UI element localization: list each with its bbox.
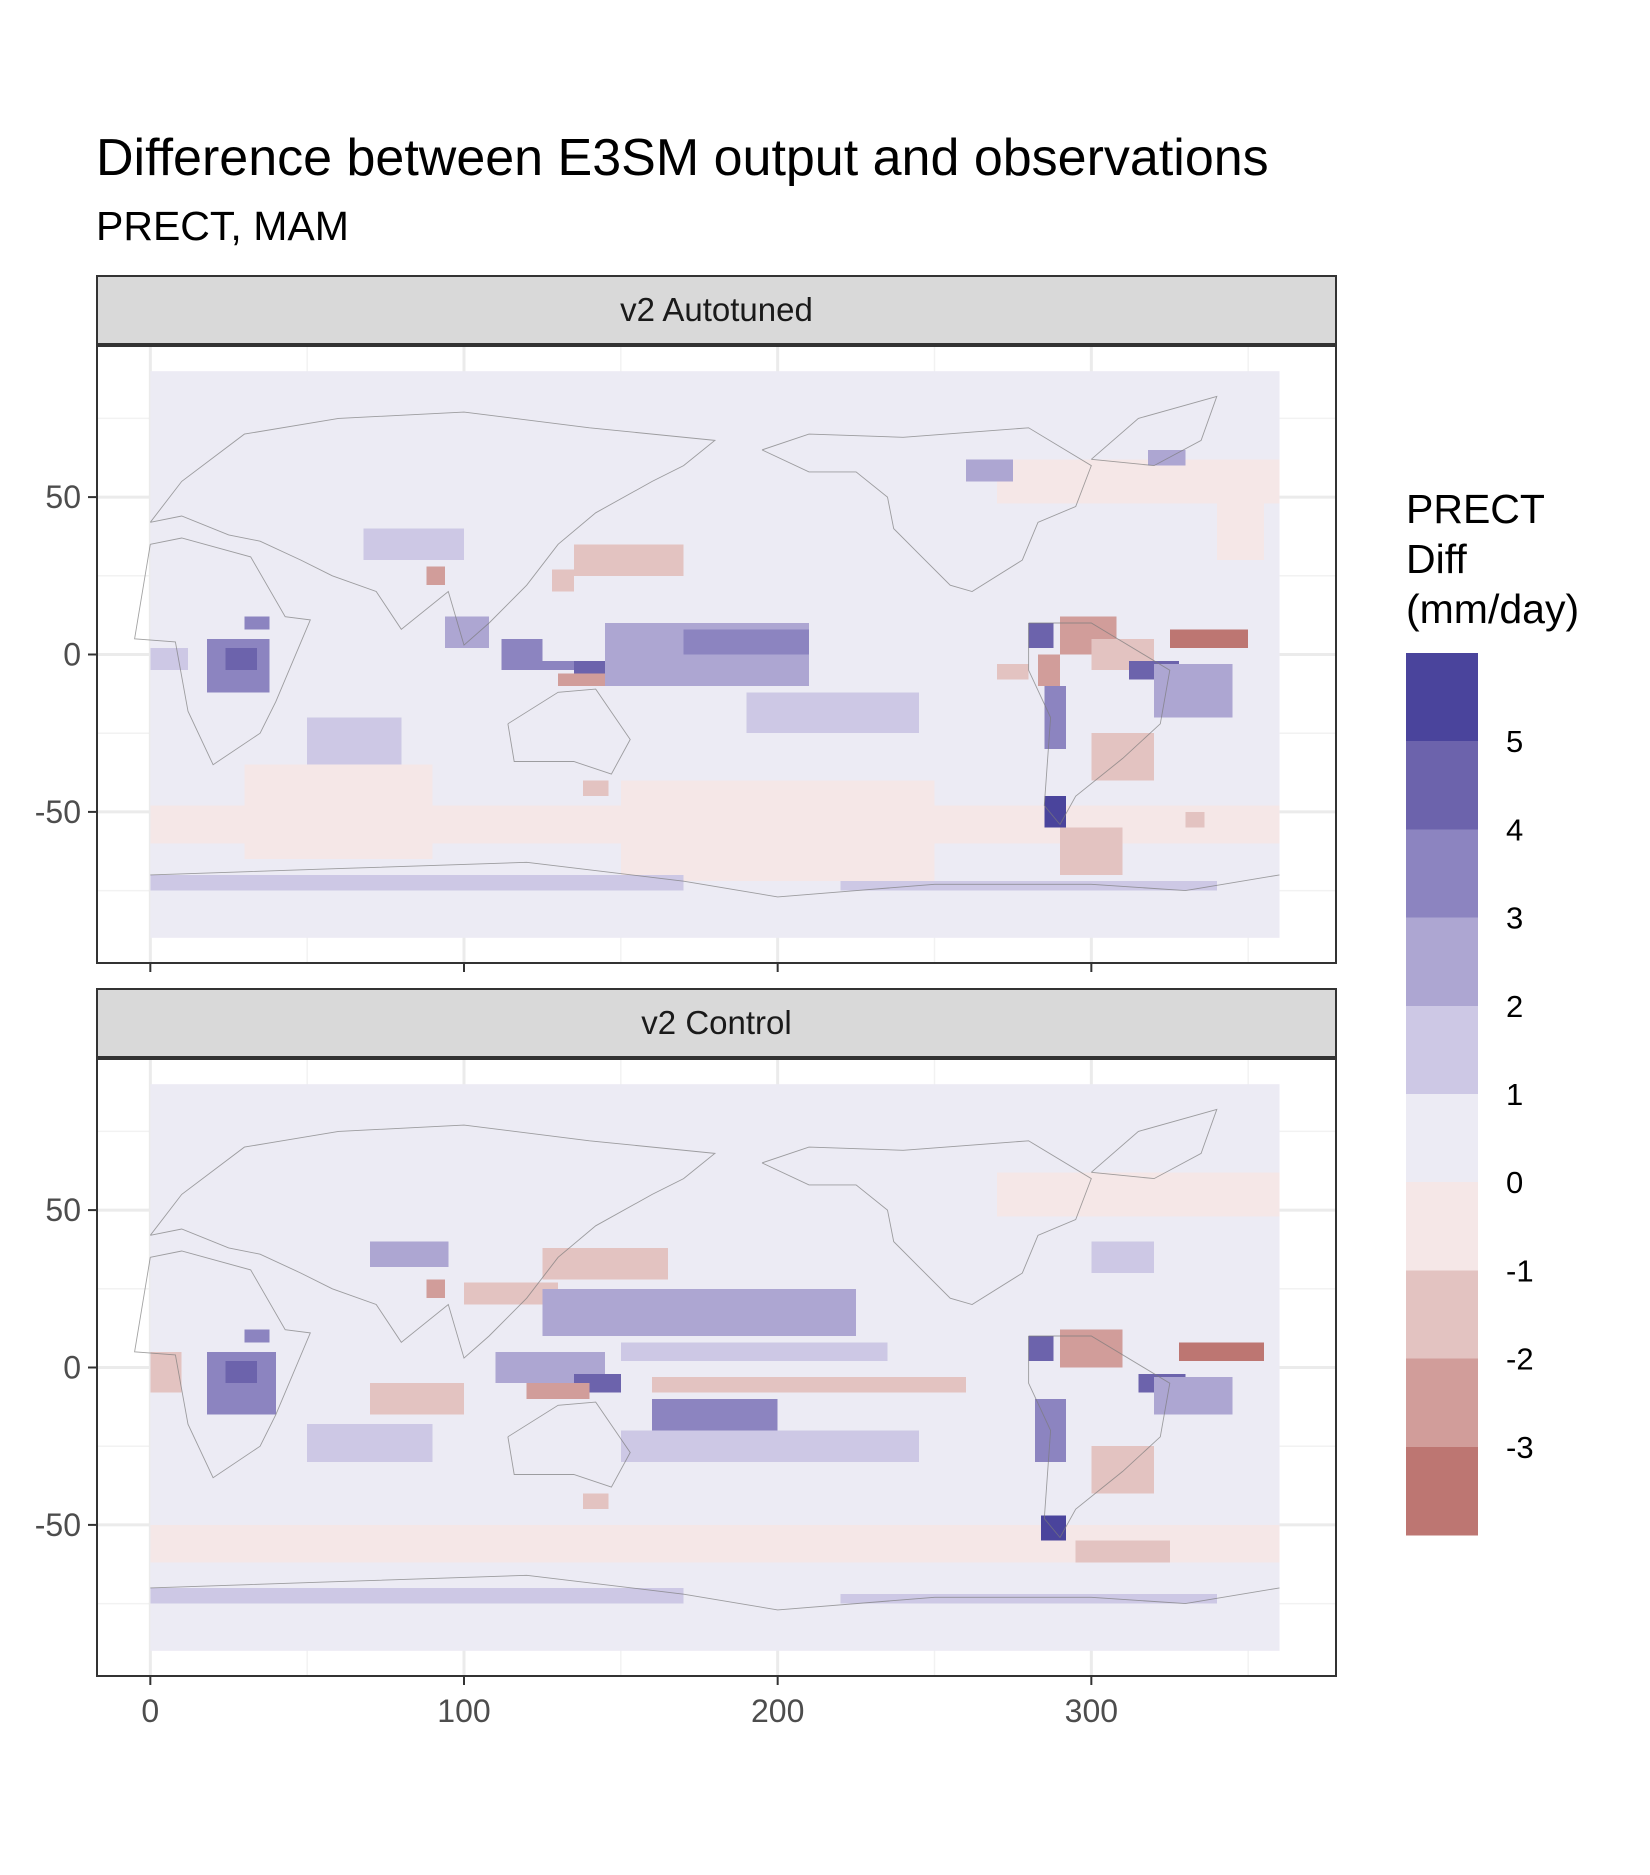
coastline-path [150, 861, 1280, 898]
facet-strip [96, 988, 1337, 1058]
heatmap-cell [1154, 663, 1233, 718]
heatmap-cell [542, 660, 590, 671]
heatmap-cell [652, 1398, 778, 1431]
heatmap-cell [363, 528, 464, 561]
coastlines [134, 395, 1280, 898]
heatmap-cell [1091, 1241, 1155, 1274]
legend-title-line: (mm/day) [1406, 586, 1580, 632]
heatmap-cell [501, 638, 543, 671]
coastline-path [1091, 395, 1218, 467]
legend-title-line: PRECT [1406, 486, 1545, 532]
heatmap-cell [1179, 1342, 1264, 1362]
coastline-path [761, 427, 1092, 592]
coastline-path [1028, 1335, 1171, 1539]
coastline-path [134, 1250, 311, 1479]
y-tick-label: -50 [35, 794, 81, 830]
heatmap-cell [573, 544, 684, 576]
y-tick-label: 50 [45, 479, 81, 515]
facet-strip [96, 275, 1337, 345]
y-tick-label: 50 [45, 1192, 81, 1228]
facet-strip-label: v2 Autotuned [620, 291, 813, 328]
heatmap-cell [150, 874, 684, 891]
coastline-path [149, 1124, 717, 1359]
coastline-path [134, 537, 311, 766]
heatmap-cell [997, 459, 1280, 504]
heatmap-cell [558, 673, 606, 686]
heatmap-cell [1028, 623, 1054, 649]
heatmap-cell [1059, 827, 1123, 875]
coastline-path [507, 688, 631, 775]
heatmap-cell [445, 616, 490, 649]
heatmap-cell [965, 459, 1013, 482]
heatmap-cell [1059, 1329, 1123, 1368]
heatmap-cell [1216, 497, 1264, 561]
coastline-path [507, 1401, 631, 1488]
heatmap-cell [1169, 629, 1249, 649]
heatmap-cell [426, 566, 446, 586]
y-tick-label: -50 [35, 1507, 81, 1543]
coastline-path [149, 411, 717, 646]
heatmap-cell [652, 1376, 966, 1393]
heatmap-cell [1185, 811, 1205, 828]
coastline-path [150, 1574, 1280, 1611]
x-tick-label: 0 [141, 1693, 159, 1729]
heatmap-cell [426, 1279, 446, 1299]
x-tick-label: 200 [751, 1693, 804, 1729]
heatmap-cell [1044, 685, 1067, 749]
heatmap-cell [225, 1361, 257, 1384]
coastline-path [1028, 622, 1171, 826]
heatmap-cell [1154, 1376, 1233, 1415]
coastline-path [761, 1140, 1092, 1305]
heatmap-cell [620, 1430, 919, 1462]
y-tick-label: 0 [63, 637, 81, 673]
heatmap-cell [244, 616, 270, 630]
heatmap-cells [150, 1172, 1280, 1604]
facet-strip-label: v2 Control [641, 1004, 791, 1041]
heatmap-cell [997, 663, 1029, 680]
facet-panel: v2 Autotuned [96, 275, 1337, 964]
heatmap-cell [997, 1172, 1280, 1217]
heatmap-cell [150, 648, 188, 671]
heatmap-cell [150, 1351, 182, 1393]
heatmap-cell [369, 1383, 464, 1415]
chart-subtitle: PRECT, MAM [96, 203, 349, 249]
heatmap-cell [1091, 1446, 1155, 1494]
heatmap-cell [244, 1329, 270, 1343]
heatmap-cell [551, 569, 574, 592]
heatmap-cell [1075, 1540, 1170, 1563]
heatmap-cell [583, 780, 609, 797]
heatmap-cell [683, 629, 810, 655]
heatmap-cells [150, 449, 1280, 891]
heatmap-cell [840, 1594, 1217, 1604]
heatmap-cell [583, 1493, 609, 1510]
heatmap-cell [307, 717, 402, 765]
heatmap-cell [746, 692, 919, 734]
chart-title: Difference between E3SM output and obser… [96, 129, 1269, 187]
heatmap-cell [150, 1587, 684, 1604]
coastline-path [1091, 1108, 1218, 1180]
legend-title: PRECT Diff (mm/day) [1406, 484, 1579, 634]
heatmap-cell [369, 1241, 449, 1267]
heatmap-cell [1044, 796, 1067, 828]
heatmap-cell [307, 1424, 433, 1462]
heatmap-cell [225, 648, 257, 671]
legend-title-line: Diff [1406, 536, 1467, 582]
x-tick-label: 300 [1065, 1693, 1118, 1729]
heatmap-cell [840, 881, 1217, 891]
facet-panel: v2 Control [96, 988, 1337, 1677]
heatmap-cell [542, 1247, 668, 1280]
heatmap-cell [1038, 654, 1060, 686]
x-tick-label: 100 [437, 1693, 490, 1729]
heatmap-cell [1091, 733, 1155, 781]
heatmap-cell [542, 1288, 857, 1337]
heatmap-cell [620, 1342, 888, 1362]
y-tick-label: 0 [63, 1350, 81, 1386]
heatmap-cell [1028, 1336, 1054, 1362]
heatmap-cell [526, 1383, 590, 1399]
coastlines [134, 1108, 1280, 1611]
